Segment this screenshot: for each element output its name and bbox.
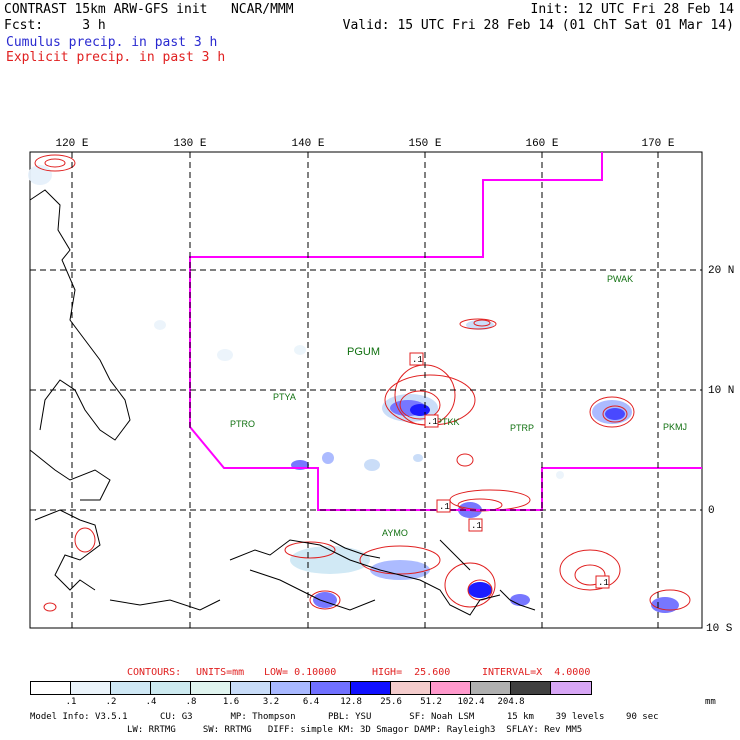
graticule (30, 152, 702, 628)
forecast-hour: Fcst: 3 h (4, 18, 106, 33)
legend-swatch (551, 682, 591, 694)
lon-label: 140 E (291, 138, 324, 150)
station-label: AYMO (382, 528, 408, 538)
legend-swatch (71, 682, 111, 694)
legend-tick-label: 1.6 (222, 697, 240, 707)
lon-label: 120 E (55, 138, 88, 150)
init-time: Init: 12 UTC Fri 28 Feb 14 (530, 2, 735, 17)
lat-label: 0 (708, 505, 715, 517)
lat-label: 10 S (706, 623, 733, 635)
legend-tick-label: .4 (145, 697, 157, 707)
station-label: PTRP (510, 423, 534, 433)
legend-tick-label: 204.8 (497, 697, 525, 707)
legend-swatch (191, 682, 231, 694)
legend-tick-label: .8 (185, 697, 197, 707)
lon-label: 170 E (641, 138, 674, 150)
product-title: CONTRAST 15km ARW-GFS init NCAR/MMM (4, 2, 294, 17)
contour-value: .1 (412, 355, 423, 365)
contour-value: .1 (439, 502, 450, 512)
legend-swatch (511, 682, 551, 694)
contours-label: CONTOURS: (127, 667, 182, 678)
contours-high: HIGH= 25.600 (372, 667, 451, 678)
lon-label: 160 E (525, 138, 558, 150)
contour-value: .1 (471, 521, 482, 531)
station-label: PTYA (273, 392, 296, 402)
station-label: PTKK (436, 417, 460, 427)
legend-swatch (111, 682, 151, 694)
legend-swatch (431, 682, 471, 694)
legend-tick-label: 6.4 (302, 697, 320, 707)
legend-swatch (31, 682, 71, 694)
legend-swatch (231, 682, 271, 694)
legend-unit: mm (705, 697, 716, 707)
contours-interval: INTERVAL=X 4.0000 (482, 667, 591, 678)
legend-tick-label: 51.2 (420, 697, 442, 707)
station-label: PWAK (607, 274, 633, 284)
lon-label: 130 E (173, 138, 206, 150)
model-info-line1: Model Info: V3.5.1 CU: G3 MP: Thompson P… (30, 712, 659, 722)
legend-swatch (311, 682, 351, 694)
station-label: PKMJ (663, 422, 687, 432)
color-legend (30, 681, 592, 695)
legend-tick-label: 25.6 (380, 697, 402, 707)
legend-swatch (471, 682, 511, 694)
legend-swatch (391, 682, 431, 694)
coastlines (29, 189, 536, 616)
lon-label: 150 E (408, 138, 441, 150)
legend-tick-label: 3.2 (262, 697, 280, 707)
legend-swatch (151, 682, 191, 694)
lat-label: 20 N (708, 265, 734, 277)
valid-time: Valid: 15 UTC Fri 28 Feb 14 (01 ChT Sat … (342, 18, 734, 33)
contour-value: .1 (598, 578, 609, 588)
station-label: PGUM (347, 346, 380, 358)
legend-tick-label: 12.8 (340, 697, 362, 707)
contour-value: .1 (427, 417, 438, 427)
legend-tick-label: .2 (105, 697, 117, 707)
lat-label: 10 N (708, 385, 734, 397)
contours-low: LOW= 0.10000 (264, 667, 337, 678)
explicit-precip-contours (34, 154, 691, 612)
station-label: PTRO (230, 419, 255, 429)
cumulus-precip-label: Cumulus precip. in past 3 h (6, 35, 218, 50)
explicit-precip-label: Explicit precip. in past 3 h (6, 50, 226, 65)
legend-swatch (271, 682, 311, 694)
model-info-line2: LW: RRTMG SW: RRTMG DIFF: simple KM: 3D … (127, 725, 583, 735)
legend-tick-label: .1 (65, 697, 77, 707)
legend-swatch (351, 682, 391, 694)
legend-tick-label: 102.4 (457, 697, 485, 707)
contours-units: UNITS=mm (196, 667, 245, 678)
